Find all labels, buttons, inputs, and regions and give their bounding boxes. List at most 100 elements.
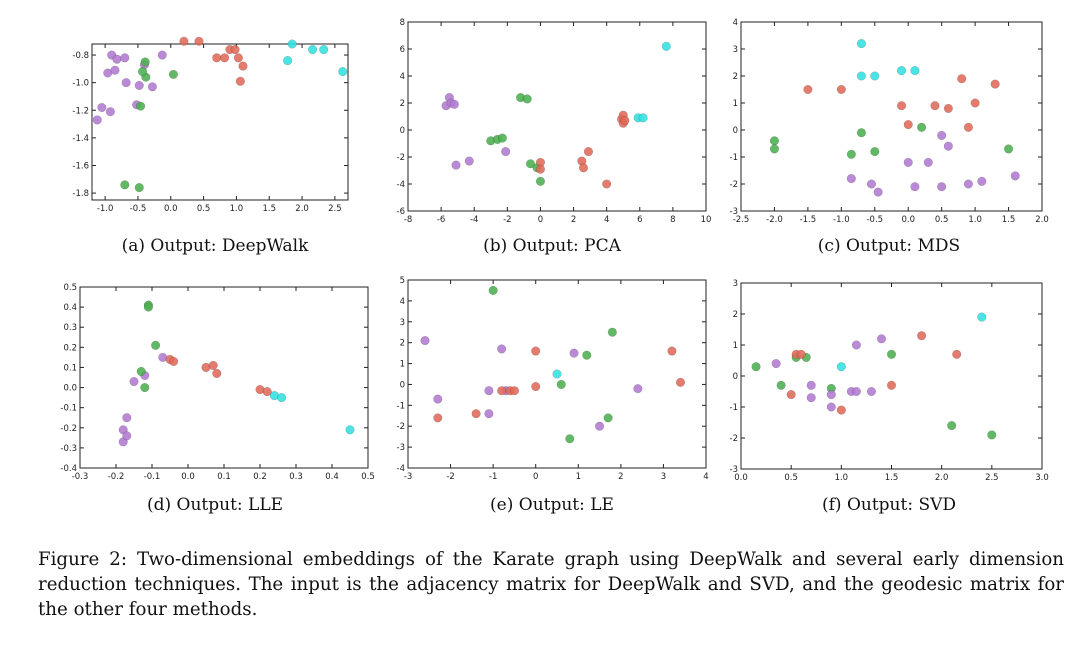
point-deepwalk-31 <box>283 56 293 66</box>
x-tick-label: 0.2 <box>253 472 267 482</box>
x-tick-label: 2 <box>618 472 623 482</box>
point-deepwalk-17 <box>120 180 130 190</box>
y-tick-label: 0.2 <box>63 343 77 353</box>
x-tick-label: 0.5 <box>935 215 949 225</box>
point-le-23 <box>675 377 686 387</box>
plot-frame <box>91 43 349 201</box>
y-tick-label: -6 <box>397 207 405 217</box>
y-tick-label: 0 <box>400 380 405 390</box>
point-mds-27 <box>970 98 980 108</box>
point-deepwalk-21 <box>179 36 189 46</box>
point-mds-23 <box>930 101 940 111</box>
x-tick-label: 2.0 <box>935 473 949 483</box>
point-lle-16 <box>212 368 222 379</box>
y-tick-label: 8 <box>400 18 405 28</box>
point-mds-20 <box>836 84 846 95</box>
point-le-20 <box>531 346 541 356</box>
point-le-24 <box>552 369 562 379</box>
point-svd-20 <box>796 349 806 359</box>
point-deepwalk-33 <box>319 44 329 55</box>
point-mds-15 <box>943 141 953 151</box>
x-tick-label: -4 <box>470 215 478 225</box>
point-mds-19 <box>803 84 813 95</box>
x-tick-label: -2.0 <box>766 215 783 225</box>
point-deepwalk-8 <box>121 78 131 88</box>
x-tick-label: 1.0 <box>968 215 982 225</box>
point-le-2 <box>497 344 507 354</box>
subfigure-caption-le: (e) Output: LE <box>490 495 614 515</box>
y-tick-label: 1 <box>400 360 405 370</box>
point-lle-11 <box>151 340 161 350</box>
x-tick-label: -1.0 <box>97 204 114 214</box>
point-lle-21 <box>345 425 355 435</box>
y-tick-label: 4 <box>400 72 405 82</box>
point-mds-2 <box>846 149 856 159</box>
subfigure-caption-mds: (c) Output: MDS <box>817 236 961 256</box>
y-tick-label: -1.6 <box>72 161 89 171</box>
point-mds-7 <box>846 174 856 184</box>
x-tick-label: -2 <box>503 215 511 225</box>
point-mds-6 <box>1004 144 1014 154</box>
point-pca-27 <box>661 41 671 51</box>
point-deepwalk-34 <box>338 67 348 77</box>
y-tick-label: 1 <box>733 341 738 351</box>
y-tick-label: 2 <box>400 339 405 349</box>
point-deepwalk-29 <box>238 61 248 71</box>
point-svd-5 <box>886 349 897 359</box>
point-le-1 <box>433 394 443 404</box>
y-tick-label: 1 <box>733 99 738 109</box>
point-mds-12 <box>923 157 933 167</box>
y-tick-label: -1 <box>730 403 738 413</box>
point-deepwalk-10 <box>134 80 144 90</box>
x-tick-label: -8 <box>404 215 412 225</box>
y-tick-label: 0.1 <box>63 363 77 373</box>
point-deepwalk-32 <box>308 44 318 55</box>
point-pca-6 <box>501 147 511 157</box>
point-deepwalk-20 <box>140 57 150 67</box>
point-svd-10 <box>806 393 816 403</box>
figure-caption: Figure 2: Two-dimensional embeddings of … <box>38 549 1064 620</box>
point-le-6 <box>595 421 605 431</box>
scatter-plot-lle: -0.3 -0.2 -0.1 0.0 0.1 0.2 0.3 0.4 0.5 0.5 0.4 0.3 0… <box>60 283 374 482</box>
point-deepwalk-30 <box>287 39 297 49</box>
point-le-22 <box>667 346 677 356</box>
y-tick-label: -0.1 <box>60 404 77 414</box>
point-mds-33 <box>910 66 920 76</box>
x-tick-label: 2.0 <box>1035 215 1049 225</box>
x-tick-label: 6 <box>637 215 642 225</box>
point-mds-1 <box>769 144 779 154</box>
point-deepwalk-27 <box>233 53 243 63</box>
y-tick-label: 0 <box>733 372 738 382</box>
y-tick-label: -4 <box>397 464 405 474</box>
point-pca-9 <box>497 133 507 143</box>
x-tick-label: 0.0 <box>901 215 915 225</box>
y-tick-label: 2 <box>733 310 738 320</box>
point-le-7 <box>633 384 643 394</box>
y-tick-label: -2 <box>397 422 405 432</box>
x-tick-label: 1.5 <box>1002 215 1016 225</box>
x-tick-label: 0.0 <box>734 473 748 483</box>
y-tick-label: -0.4 <box>60 464 77 474</box>
y-tick-label: 0 <box>733 126 738 136</box>
point-lle-10 <box>143 302 153 312</box>
point-svd-16 <box>876 334 887 344</box>
point-mds-5 <box>917 122 927 132</box>
point-mds-8 <box>866 179 876 189</box>
y-tick-label: -1.8 <box>72 189 89 199</box>
point-le-8 <box>484 386 494 396</box>
point-pca-3 <box>449 99 459 109</box>
point-deepwalk-15 <box>136 101 146 111</box>
point-mds-21 <box>896 101 907 111</box>
point-pca-12 <box>525 159 536 169</box>
point-le-21 <box>531 381 541 392</box>
point-pca-24 <box>620 116 630 126</box>
plot-frame <box>407 21 707 212</box>
x-tick-label: 1.5 <box>262 204 276 214</box>
plot-frame <box>407 279 707 469</box>
x-tick-label: 10 <box>701 215 712 225</box>
point-mds-22 <box>903 120 913 130</box>
x-tick-label: 0.5 <box>784 473 798 483</box>
y-tick-label: 0.5 <box>63 283 77 293</box>
point-pca-26 <box>638 113 648 123</box>
